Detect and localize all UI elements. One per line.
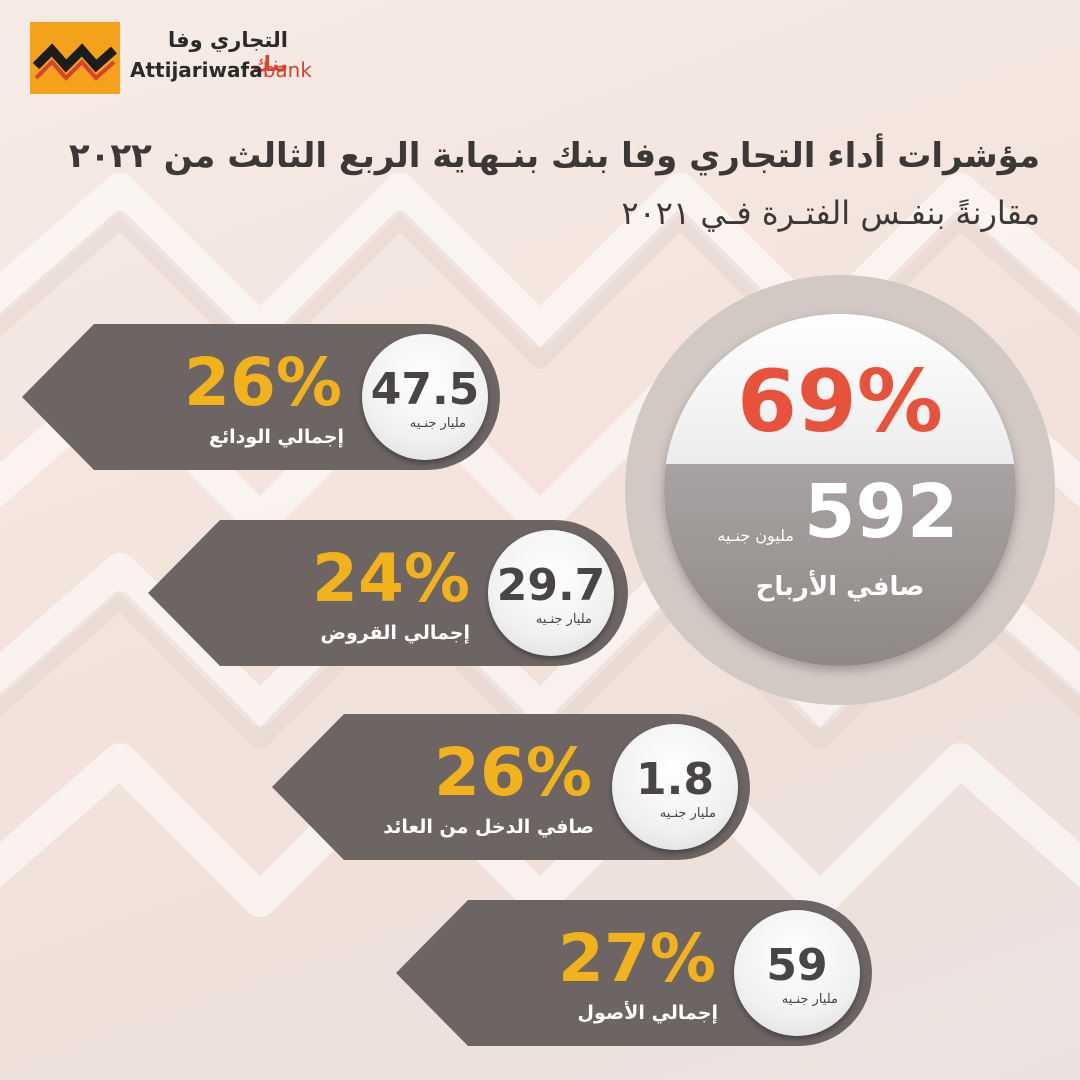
metric-banner-loans: 24% إجمالي القروض 29.7 مليار جنـيه [148, 518, 630, 668]
highlight-circle: 69% 592 مليون جنـيه صافي الأرباح [664, 314, 1016, 666]
logo-arabic-bank: بنك [251, 52, 288, 76]
logo-mark [30, 22, 120, 94]
metric-value: 29.7 [496, 560, 606, 611]
metric-banner-assets: 27% إجمالي الأصول 59 مليار جنـيه [396, 898, 874, 1048]
logo-arabic-main: التجاري وفا [167, 28, 288, 52]
metric-value-circle: 47.5 مليار جنـيه [362, 334, 488, 460]
metric-label: صافي الدخل من العائد [383, 816, 594, 838]
logo-english-bank: bank [262, 58, 312, 82]
metric-value: 1.8 [636, 754, 714, 805]
highlight-percent: 69% [737, 352, 943, 452]
metric-unit: مليار جنـيه [535, 612, 592, 627]
metric-banner-deposits: 26% إجمالي الودائع 47.5 مليار جنـيه [22, 322, 502, 472]
highlight-value: 592 [804, 469, 959, 555]
metric-percent: 26% [434, 734, 592, 811]
metric-label: إجمالي الودائع [209, 426, 344, 448]
logo-english-main: Attijariwafa [130, 58, 263, 82]
metric-label: إجمالي الأصول [577, 1002, 718, 1024]
page-subtitle: مقارنةً بنفـس الفتـرة فـي ٢٠٢١ [621, 194, 1040, 232]
metric-percent: 27% [558, 920, 716, 997]
metric-value-circle: 1.8 مليار جنـيه [612, 724, 738, 850]
metric-banner-net-interest-income: 26% صافي الدخل من العائد 1.8 مليار جنـيه [272, 712, 752, 862]
metric-percent: 26% [184, 344, 342, 421]
highlight-unit: مليون جنـيه [717, 526, 794, 545]
highlight-bottom-half [664, 464, 1016, 666]
metric-value-circle: 59 مليار جنـيه [734, 910, 860, 1036]
metric-value: 47.5 [370, 364, 480, 415]
metric-unit: مليار جنـيه [659, 806, 716, 821]
metric-value-circle: 29.7 مليار جنـيه [488, 530, 614, 656]
metric-value: 59 [766, 940, 828, 991]
logo-english-name: Attijariwafabank [130, 58, 312, 82]
logo-arabic-name: التجاري وفا بنك [128, 28, 288, 76]
page-title: مؤشرات أداء التجاري وفا بنك بنـهاية الرب… [68, 136, 1040, 176]
highlight-top-half [664, 314, 1016, 464]
highlight-label: صافي الأرباح [755, 572, 925, 602]
metric-unit: مليار جنـيه [409, 416, 466, 431]
metric-unit: مليار جنـيه [781, 992, 838, 1007]
metric-label: إجمالي القروض [320, 622, 470, 644]
metric-percent: 24% [312, 540, 470, 617]
